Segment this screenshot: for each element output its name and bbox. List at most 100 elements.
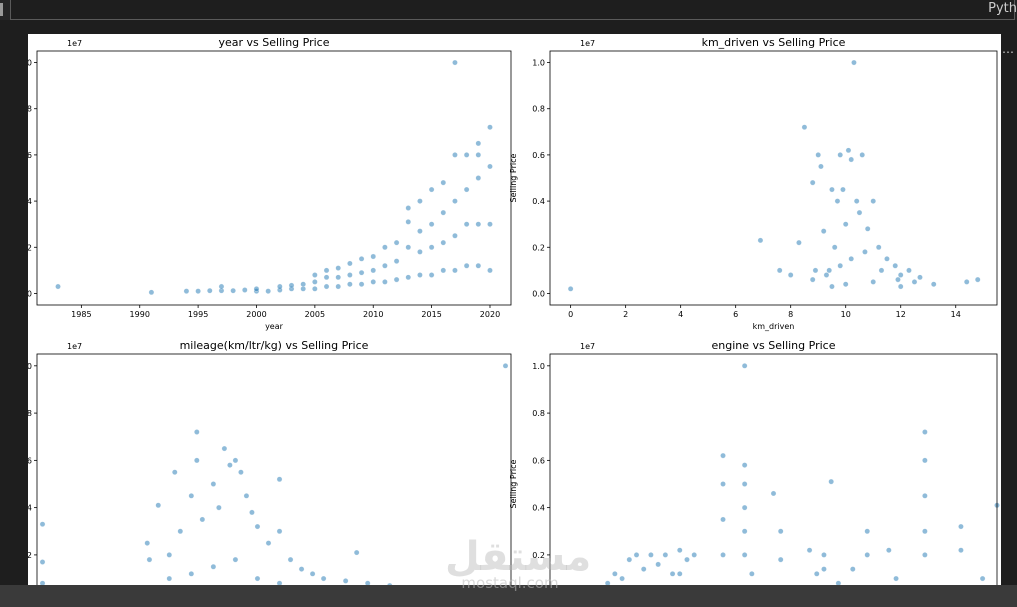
figure-output: year vs Selling Price 1e7 Selling Price yea… <box>28 34 1001 585</box>
scatter-point <box>440 239 447 246</box>
y-axis-label: Selling Price <box>509 153 518 202</box>
scatter-point <box>677 547 683 553</box>
scatter-point <box>323 274 330 281</box>
scatter-point <box>155 502 162 509</box>
scatter-point <box>770 490 777 497</box>
scatter-point <box>741 504 748 511</box>
x-tick-label: 6 <box>733 310 738 319</box>
scatter-point <box>911 279 918 285</box>
scatter-point <box>243 493 250 499</box>
scatter-point <box>864 528 870 535</box>
scatter-point <box>364 580 371 585</box>
scatter-point <box>806 547 813 553</box>
y-tick-label: 0.4 <box>532 504 545 513</box>
x-tick-label: 4 <box>678 310 683 319</box>
scatter-point <box>850 566 856 572</box>
scatter-point <box>440 179 447 186</box>
scatter-point <box>741 552 748 558</box>
scatter-point <box>892 262 898 269</box>
scatter-point <box>288 282 295 289</box>
scatter-point <box>428 244 435 251</box>
cell-header-box <box>10 0 1015 20</box>
y-tick-label: 0.6 <box>532 151 545 160</box>
scatter-point <box>834 198 841 204</box>
scatter-point <box>221 445 228 452</box>
more-actions-icon[interactable]: … <box>1002 42 1014 56</box>
scatter-point <box>463 262 470 269</box>
scatter-point <box>55 283 61 290</box>
scatter-point <box>323 267 330 274</box>
scatter-point <box>393 258 400 264</box>
scatter-point <box>870 279 876 285</box>
scatter-point <box>648 552 654 558</box>
scatter-point <box>452 152 458 158</box>
scatter-point <box>440 267 447 274</box>
scatter-point <box>335 274 341 281</box>
scatter-point <box>878 267 885 274</box>
scatter-point <box>809 276 816 283</box>
scatter-point <box>787 272 794 278</box>
scatter-point <box>922 552 928 558</box>
scatter-point <box>199 516 206 523</box>
scatter-point <box>870 198 876 204</box>
scatter-point <box>382 262 388 269</box>
scatter-point <box>487 124 493 130</box>
scatter-point <box>452 267 458 274</box>
scatter-point <box>815 152 821 158</box>
y-tick-label: 0.2 <box>532 243 545 252</box>
scatter-point <box>974 276 981 283</box>
kernel-label[interactable]: Pyth <box>988 1 1017 16</box>
scatter-point <box>265 540 272 546</box>
scatter-point <box>906 267 912 274</box>
scatter-point <box>370 267 376 274</box>
y-offset-label: 1e7 <box>67 39 82 48</box>
scatter-point <box>393 239 400 246</box>
scatter-point <box>254 523 261 530</box>
scatter-point <box>826 267 832 274</box>
scatter-point <box>194 457 200 464</box>
scatter-point <box>502 363 509 369</box>
scatter-point <box>276 528 283 535</box>
scatter-point <box>347 272 353 278</box>
scatter-point <box>604 580 611 585</box>
scatter-point <box>210 563 217 570</box>
scatter-point <box>312 279 318 285</box>
scatter-point <box>720 481 726 487</box>
scatter-point <box>358 256 365 262</box>
scatter-point <box>848 256 854 262</box>
scatter-point <box>144 540 150 546</box>
scatter-point <box>487 163 493 170</box>
y-tick-label: 1.0 <box>28 362 32 371</box>
scatter-point <box>393 276 400 283</box>
y-tick-label: 0.0 <box>532 289 545 298</box>
scatter-point <box>741 363 748 369</box>
scatter-point <box>276 580 283 585</box>
scatter-point <box>216 504 222 511</box>
scatter-point <box>335 265 341 271</box>
scatter-point <box>323 283 330 290</box>
scatter-point <box>387 582 393 585</box>
x-tick-label: 2020 <box>480 310 500 319</box>
x-tick-label: 2000 <box>246 310 266 319</box>
y-tick-label: 1.0 <box>532 362 545 371</box>
scatter-point <box>851 59 857 66</box>
y-offset-label: 1e7 <box>580 342 595 351</box>
x-tick-label: 2 <box>623 310 628 319</box>
scatter-point <box>253 286 260 292</box>
y-tick-label: 0.8 <box>28 409 32 418</box>
scatter-point <box>862 249 868 255</box>
scatter-point <box>300 281 306 287</box>
scatter-point <box>188 493 195 499</box>
scatter-point <box>777 528 784 535</box>
scatter-point <box>428 221 435 227</box>
scatter-point <box>417 198 423 204</box>
scatter-point <box>662 552 669 558</box>
scatter-point <box>405 219 412 225</box>
scatter-point <box>463 152 470 158</box>
scatter-point <box>801 124 808 130</box>
scatter-point <box>809 179 816 186</box>
scatter-point <box>677 571 683 577</box>
scatter-point <box>417 272 423 278</box>
scatter-point <box>626 556 633 563</box>
scatter-point <box>309 571 316 577</box>
